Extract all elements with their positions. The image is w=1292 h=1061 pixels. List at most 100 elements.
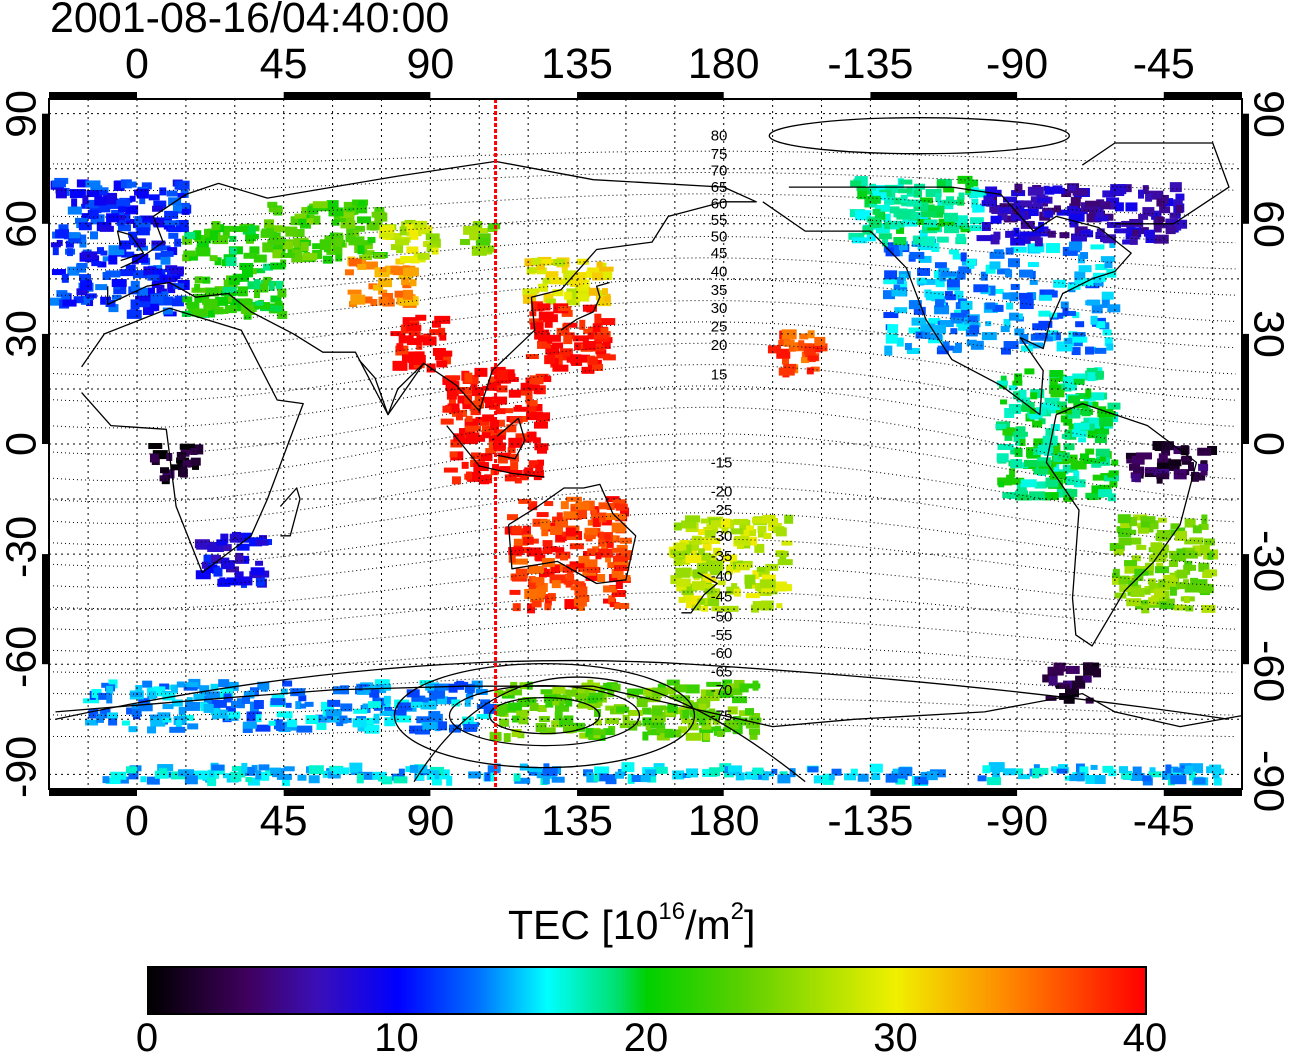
tec-cell xyxy=(1036,407,1047,415)
tec-cell xyxy=(1090,244,1104,249)
tec-cell xyxy=(285,227,297,237)
tec-cell xyxy=(1170,587,1177,596)
tec-cell xyxy=(276,281,283,289)
tec-cell xyxy=(100,226,114,232)
tec-cell xyxy=(534,422,548,429)
tec-cell xyxy=(576,294,589,302)
tec-cell xyxy=(463,724,477,732)
tec-cell xyxy=(243,253,256,259)
tec-cell xyxy=(187,723,198,729)
tec-cell xyxy=(143,309,154,315)
tec-cell xyxy=(896,211,910,220)
tec-cell xyxy=(131,281,140,291)
tec-cell xyxy=(51,242,61,247)
top-lon-tick: -45 xyxy=(1133,40,1195,89)
tec-cell xyxy=(1006,475,1014,482)
top-axis-bar xyxy=(284,92,431,99)
tec-cell xyxy=(79,274,91,281)
zenith-contour xyxy=(49,151,1236,164)
tec-cell xyxy=(163,704,174,709)
tec-cell xyxy=(1046,243,1060,253)
tec-cell xyxy=(1032,768,1039,778)
tec-cell xyxy=(258,764,269,770)
tec-cell xyxy=(537,512,549,517)
tec-cell xyxy=(1019,270,1033,278)
tec-cell xyxy=(621,762,634,772)
tec-cell xyxy=(615,772,624,779)
tec-cell xyxy=(563,715,573,725)
tec-region xyxy=(883,239,1120,356)
tec-cell xyxy=(204,704,214,713)
tec-cell xyxy=(578,510,587,519)
tec-cell xyxy=(613,556,623,563)
tec-cell xyxy=(1184,596,1190,603)
tec-cell xyxy=(340,703,352,711)
tec-cell xyxy=(441,419,454,425)
tec-cell xyxy=(1136,452,1152,459)
tec-cell xyxy=(597,262,603,268)
tec-cell xyxy=(255,725,270,732)
tec-cell xyxy=(740,683,749,692)
tec-cell xyxy=(281,253,295,258)
tec-cell xyxy=(403,290,413,300)
bottom-lon-tick: 180 xyxy=(688,797,760,846)
tec-cell xyxy=(866,196,881,204)
tec-cell xyxy=(159,768,167,774)
tec-cell xyxy=(897,277,904,284)
tec-cell xyxy=(951,318,963,324)
tec-cell xyxy=(212,700,227,708)
tec-cell xyxy=(1037,198,1050,203)
tec-cell xyxy=(1051,188,1065,194)
tec-cell xyxy=(782,359,789,365)
tec-cell xyxy=(67,248,73,256)
tec-cell xyxy=(1000,399,1007,404)
tec-cell xyxy=(538,705,547,712)
tec-cell xyxy=(957,271,966,280)
tec-cell xyxy=(513,407,528,412)
tec-cell xyxy=(185,775,198,784)
tec-cell xyxy=(870,764,883,773)
tec-cell xyxy=(213,309,228,314)
zenith-label: 45 xyxy=(711,245,728,262)
tec-cell xyxy=(423,336,437,345)
tec-cell xyxy=(558,306,571,311)
tec-cell xyxy=(452,476,461,484)
tec-cell xyxy=(403,267,419,276)
tec-cell xyxy=(269,238,285,245)
right-lat-tick: -90 xyxy=(1244,750,1292,798)
tec-cell xyxy=(913,190,922,197)
tec-cell xyxy=(230,247,237,255)
tec-cell xyxy=(1185,584,1200,593)
tec-cell xyxy=(1095,775,1106,784)
tec-cell xyxy=(177,682,185,688)
tec-cell xyxy=(552,365,568,372)
tec-cell xyxy=(147,275,159,281)
tec-cell xyxy=(384,696,391,704)
tec-cell xyxy=(446,381,459,389)
tec-cell xyxy=(348,290,362,295)
tec-cell xyxy=(899,180,912,185)
tec-cell xyxy=(1118,537,1131,545)
bottom-lon-tick: -135 xyxy=(827,797,913,846)
left-lat-tick: 90 xyxy=(0,90,47,138)
tec-cell xyxy=(108,718,117,726)
tec-cell xyxy=(906,200,921,207)
tec-cell xyxy=(509,390,521,398)
tec-cell xyxy=(410,765,418,773)
tec-cell xyxy=(357,216,371,223)
tec-cell xyxy=(444,468,458,473)
tec-cell xyxy=(251,567,265,575)
tec-cell xyxy=(703,732,710,740)
tec-cell xyxy=(1038,311,1050,317)
zenith-label: 40 xyxy=(711,264,728,281)
tec-cell xyxy=(202,562,208,569)
tec-cell xyxy=(510,462,518,471)
tec-cell xyxy=(508,438,522,448)
tec-cell xyxy=(245,777,252,782)
tec-cell xyxy=(106,213,119,222)
tec-cell xyxy=(736,563,750,570)
tec-cell xyxy=(585,528,598,535)
tec-cell xyxy=(466,432,479,438)
tec-cell xyxy=(442,406,451,413)
tec-cell xyxy=(465,700,471,707)
